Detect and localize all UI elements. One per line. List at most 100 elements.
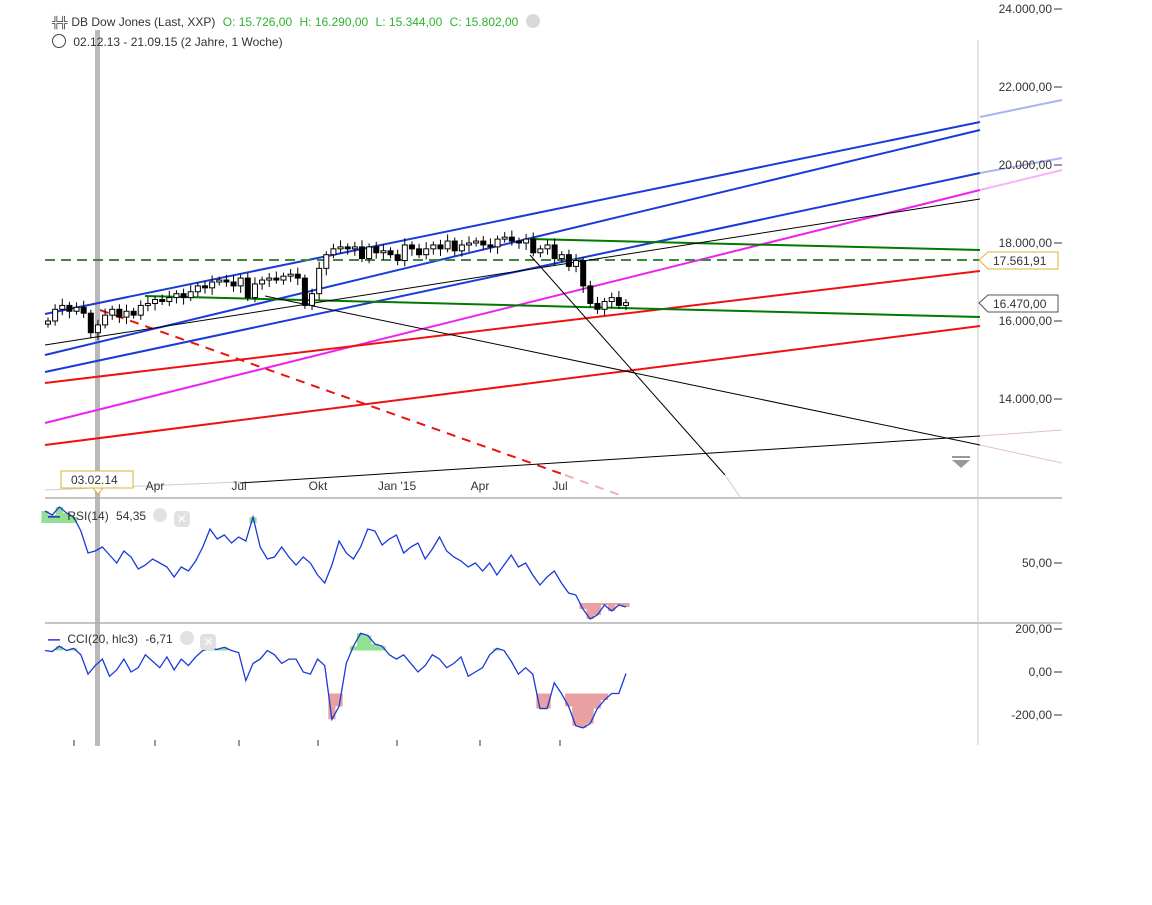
rsi-close-icon[interactable]: ✕	[173, 511, 190, 527]
cci-settings-icon[interactable]	[180, 631, 195, 645]
candle-body	[416, 248, 423, 256]
candle-body	[565, 254, 572, 267]
candle-body	[94, 324, 101, 334]
cci-label: CCI(20, hlc3)	[67, 632, 139, 646]
rsi-line	[44, 506, 627, 620]
candle-body	[366, 246, 373, 260]
time-axis: Apr Jul Okt Jan '15 Apr Jul	[146, 479, 568, 493]
settings-circle-icon[interactable]	[525, 14, 540, 28]
trendline-black-3	[264, 295, 981, 446]
candle-body	[330, 248, 337, 256]
high-value: H: 16.290,00	[299, 15, 369, 29]
candle-body	[544, 244, 551, 250]
candle-body	[608, 297, 615, 303]
candle-body	[494, 238, 501, 248]
candle-body	[102, 314, 109, 326]
candle-body	[580, 260, 587, 287]
candle-body	[130, 310, 137, 316]
candle-body	[530, 238, 537, 254]
date-range-text: 02.12.13 - 21.09.15 (2 Jahre, 1 Woche)	[73, 35, 283, 49]
cci-tick-label: 200,00	[1015, 622, 1052, 636]
crosshair-vertical-line	[95, 30, 100, 746]
candle-type-icon[interactable]: ╬╬	[52, 17, 68, 29]
trendline-black-2	[239, 435, 981, 484]
candle-body	[187, 291, 194, 299]
candle-body	[473, 240, 480, 244]
trendline-black-4-faded	[724, 474, 741, 498]
candle-body	[466, 242, 473, 246]
trendlines	[44, 99, 1063, 498]
bottom-tick-marks	[73, 740, 561, 746]
candle-body	[294, 273, 301, 279]
price-marker-last: 16.470,00	[978, 294, 1059, 313]
trendline-red-2	[44, 325, 981, 446]
candle-body	[244, 277, 251, 299]
candle-body	[573, 260, 580, 267]
trendline-black-1	[44, 198, 981, 346]
candle-body	[230, 281, 237, 287]
time-tick-label: Apr	[146, 479, 165, 493]
cci-close-icon[interactable]: ✕	[200, 634, 217, 650]
candle-body	[373, 246, 380, 254]
candle-body	[52, 308, 59, 322]
candle-body	[408, 244, 415, 250]
candle-body	[623, 302, 629, 306]
candles	[45, 230, 629, 340]
candle-body	[166, 297, 173, 303]
candle-body	[259, 279, 266, 285]
trendline-blue-1	[44, 129, 981, 356]
cci-tick-label: -200,00	[1011, 708, 1052, 722]
cci-line	[44, 632, 627, 729]
candle-body	[66, 304, 73, 312]
candle-body	[551, 244, 558, 260]
candle-body	[280, 275, 287, 281]
rsi-settings-icon[interactable]	[153, 508, 168, 522]
price-marker-dashed-label: 17.561,91	[993, 254, 1047, 268]
candle-body	[523, 238, 530, 244]
open-value: O: 15.726,00	[222, 15, 293, 29]
price-tick-label: 22.000,00	[999, 80, 1053, 94]
crosshair-date-text: 03.02.14	[71, 473, 118, 487]
candle-body	[237, 277, 244, 287]
candle-body	[351, 246, 358, 250]
rsi-value: 54,35	[116, 509, 147, 523]
trendline-red-dashed	[99, 309, 566, 476]
trendline-black-2-faded	[979, 429, 1063, 437]
trendline-gray-bottom	[44, 481, 241, 491]
candle-body	[358, 246, 365, 260]
trendline-blue-faded-2	[979, 157, 1063, 174]
candle-body	[501, 236, 508, 240]
candle-body	[80, 306, 87, 314]
low-value: L: 15.344,00	[375, 15, 443, 29]
instrument-title: DB Dow Jones (Last, XXP)	[71, 15, 216, 29]
trendline-red-dashed-faded	[564, 474, 626, 498]
candle-body	[287, 273, 294, 277]
trendline-black-3-faded	[979, 444, 1063, 464]
price-marker-dashed: 17.561,91	[978, 251, 1059, 270]
rsi-label: RSI(14)	[67, 509, 109, 523]
candle-body	[387, 250, 394, 256]
cci-label-row: — CCI(20, hlc3) -6,71 ✕	[48, 631, 217, 650]
price-marker-last-label: 16.470,00	[993, 297, 1047, 311]
trendline-red-1	[44, 270, 981, 384]
candle-body	[558, 254, 565, 260]
candle-body	[73, 306, 80, 312]
scroll-down-icon[interactable]	[952, 456, 970, 468]
candle-body	[209, 281, 216, 289]
candle-body	[152, 299, 159, 304]
rsi-line-icon: —	[48, 509, 60, 523]
candle-body	[137, 304, 144, 316]
candle-body	[301, 277, 308, 306]
candle-body	[216, 279, 223, 283]
candle-body	[401, 244, 408, 262]
candle-body	[344, 246, 351, 250]
candle-body	[508, 236, 515, 242]
trendline-blue-channel-top	[44, 121, 981, 315]
candle-body	[309, 293, 316, 306]
candle-body	[380, 250, 387, 254]
time-tick-label: Jul	[552, 479, 567, 493]
candle-body	[273, 277, 280, 281]
candle-body	[451, 240, 458, 252]
candle-body	[116, 308, 123, 318]
